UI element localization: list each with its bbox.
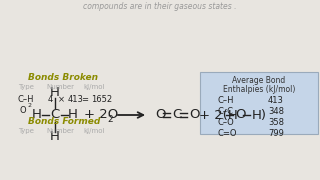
Text: C=O: C=O xyxy=(218,129,237,138)
Text: 348: 348 xyxy=(268,107,284,116)
Text: compounds are in their gaseous states .: compounds are in their gaseous states . xyxy=(83,2,237,11)
Text: 413: 413 xyxy=(268,96,284,105)
FancyBboxPatch shape xyxy=(200,72,318,134)
Text: 799: 799 xyxy=(268,129,284,138)
Text: O: O xyxy=(189,109,199,122)
Text: Number: Number xyxy=(46,128,74,134)
Text: Number: Number xyxy=(46,84,74,90)
Text: C: C xyxy=(50,109,60,122)
Text: + 2O: + 2O xyxy=(84,109,118,122)
Text: H: H xyxy=(32,109,42,122)
Text: + 2(H: + 2(H xyxy=(199,109,238,122)
Text: C–O: C–O xyxy=(218,118,235,127)
Text: 2: 2 xyxy=(107,114,113,123)
Text: O: O xyxy=(20,106,27,115)
Text: C: C xyxy=(172,109,181,122)
Text: Bonds Broken: Bonds Broken xyxy=(28,73,98,82)
Text: 4: 4 xyxy=(48,95,53,104)
Text: Average Bond: Average Bond xyxy=(232,76,286,85)
Text: 413: 413 xyxy=(68,95,84,104)
Text: =: = xyxy=(81,95,88,104)
Text: Enthalpies (kJ/mol): Enthalpies (kJ/mol) xyxy=(223,85,295,94)
Text: kJ/mol: kJ/mol xyxy=(83,84,105,90)
Text: H): H) xyxy=(252,109,267,122)
Text: O: O xyxy=(155,109,165,122)
Text: C–C: C–C xyxy=(218,107,234,116)
Text: ×: × xyxy=(58,95,65,104)
Text: Type: Type xyxy=(18,128,34,134)
Text: O: O xyxy=(235,109,245,122)
Text: Type: Type xyxy=(18,84,34,90)
Text: 358: 358 xyxy=(268,118,284,127)
Text: H: H xyxy=(50,87,60,100)
Text: C–H: C–H xyxy=(18,95,35,104)
Text: 1652: 1652 xyxy=(91,95,112,104)
Text: 2: 2 xyxy=(27,103,31,108)
Text: H: H xyxy=(50,130,60,143)
Text: kJ/mol: kJ/mol xyxy=(83,128,105,134)
Text: Bonds Formed: Bonds Formed xyxy=(28,117,100,126)
Text: C–H: C–H xyxy=(218,96,235,105)
Text: H: H xyxy=(68,109,78,122)
